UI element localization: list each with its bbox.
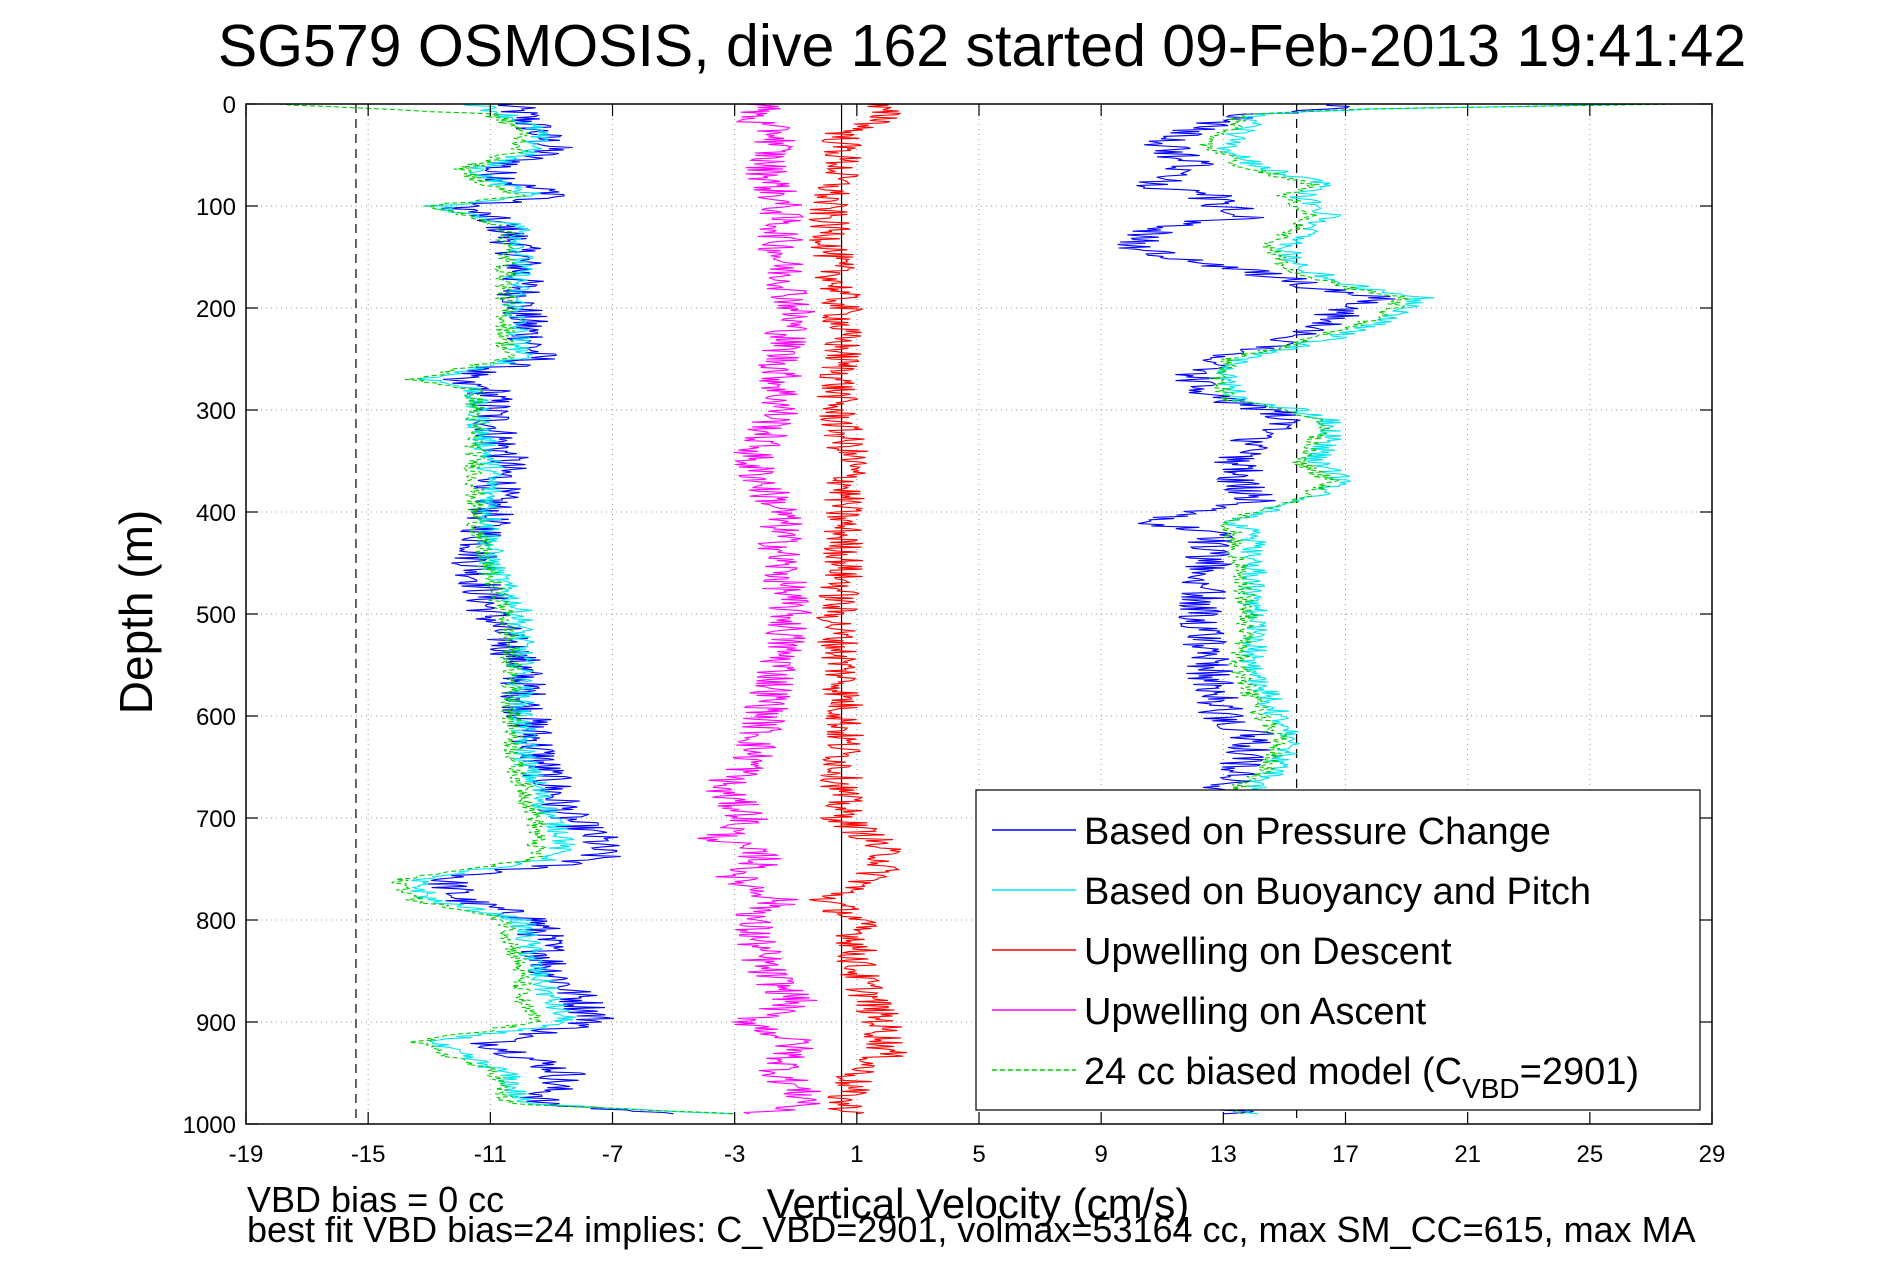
series-line-1 [426, 103, 674, 1115]
x-tick-label: -3 [724, 1141, 745, 1168]
x-tick-label: 1 [850, 1141, 863, 1168]
y-tick-label: 1000 [183, 1112, 236, 1139]
y-tick-label: 0 [223, 92, 236, 119]
x-tick-label: -15 [351, 1141, 386, 1168]
y-axis-ticks: 0 100 200 300 400 500 600 700 800 900 1000 [183, 92, 1712, 1139]
x-axis-label: Vertical Velocity (cm/s) [767, 1180, 1189, 1227]
y-tick-label: 200 [196, 296, 236, 323]
y-tick-label: 900 [196, 1010, 236, 1037]
legend-label: Based on Buoyancy and Pitch [1084, 871, 1591, 913]
x-tick-label: 17 [1332, 1141, 1359, 1168]
legend-label: Upwelling on Ascent [1084, 991, 1427, 1033]
series-line-5 [277, 103, 735, 1115]
y-tick-label: 700 [196, 806, 236, 833]
y-tick-label: 300 [196, 398, 236, 425]
chart-title: SG579 OSMOSIS, dive 162 started 09-Feb-2… [218, 13, 1746, 79]
x-tick-label: 5 [972, 1141, 985, 1168]
footer-vbd-bias: VBD bias = 0 cc [247, 1179, 505, 1220]
x-tick-label: -19 [229, 1141, 264, 1168]
legend-label: Based on Pressure Change [1084, 811, 1551, 853]
legend: Based on Pressure Change Based on Buoyanc… [975, 789, 1701, 1111]
x-tick-label: 21 [1454, 1141, 1481, 1168]
series-line-4 [697, 103, 821, 1115]
y-axis-label: Depth (m) [110, 510, 162, 714]
y-tick-label: 100 [196, 194, 236, 221]
legend-box [975, 789, 1701, 1111]
y-tick-label: 500 [196, 602, 236, 629]
x-tick-label: 13 [1210, 1141, 1237, 1168]
legend-label: 24 cc biased model (CVBD=2901) [1084, 1051, 1639, 1104]
x-tick-label: 29 [1699, 1141, 1726, 1168]
footer-best-fit: best fit VBD bias=24 implies: C_VBD=2901… [247, 1209, 1696, 1250]
y-tick-label: 600 [196, 704, 236, 731]
y-tick-label: 400 [196, 500, 236, 527]
x-tick-label: -7 [602, 1141, 623, 1168]
legend-label: Upwelling on Descent [1084, 931, 1452, 973]
x-tick-label: 25 [1576, 1141, 1603, 1168]
x-axis-ticks: -19 -15 -11 -7 -3 1 5 9 13 17 21 25 29 [229, 104, 1726, 1168]
series-line-2 [410, 103, 735, 1115]
x-tick-label: -11 [474, 1141, 507, 1168]
x-tick-label: 9 [1094, 1141, 1107, 1168]
series-line-3 [808, 103, 908, 1115]
y-tick-label: 800 [196, 908, 236, 935]
